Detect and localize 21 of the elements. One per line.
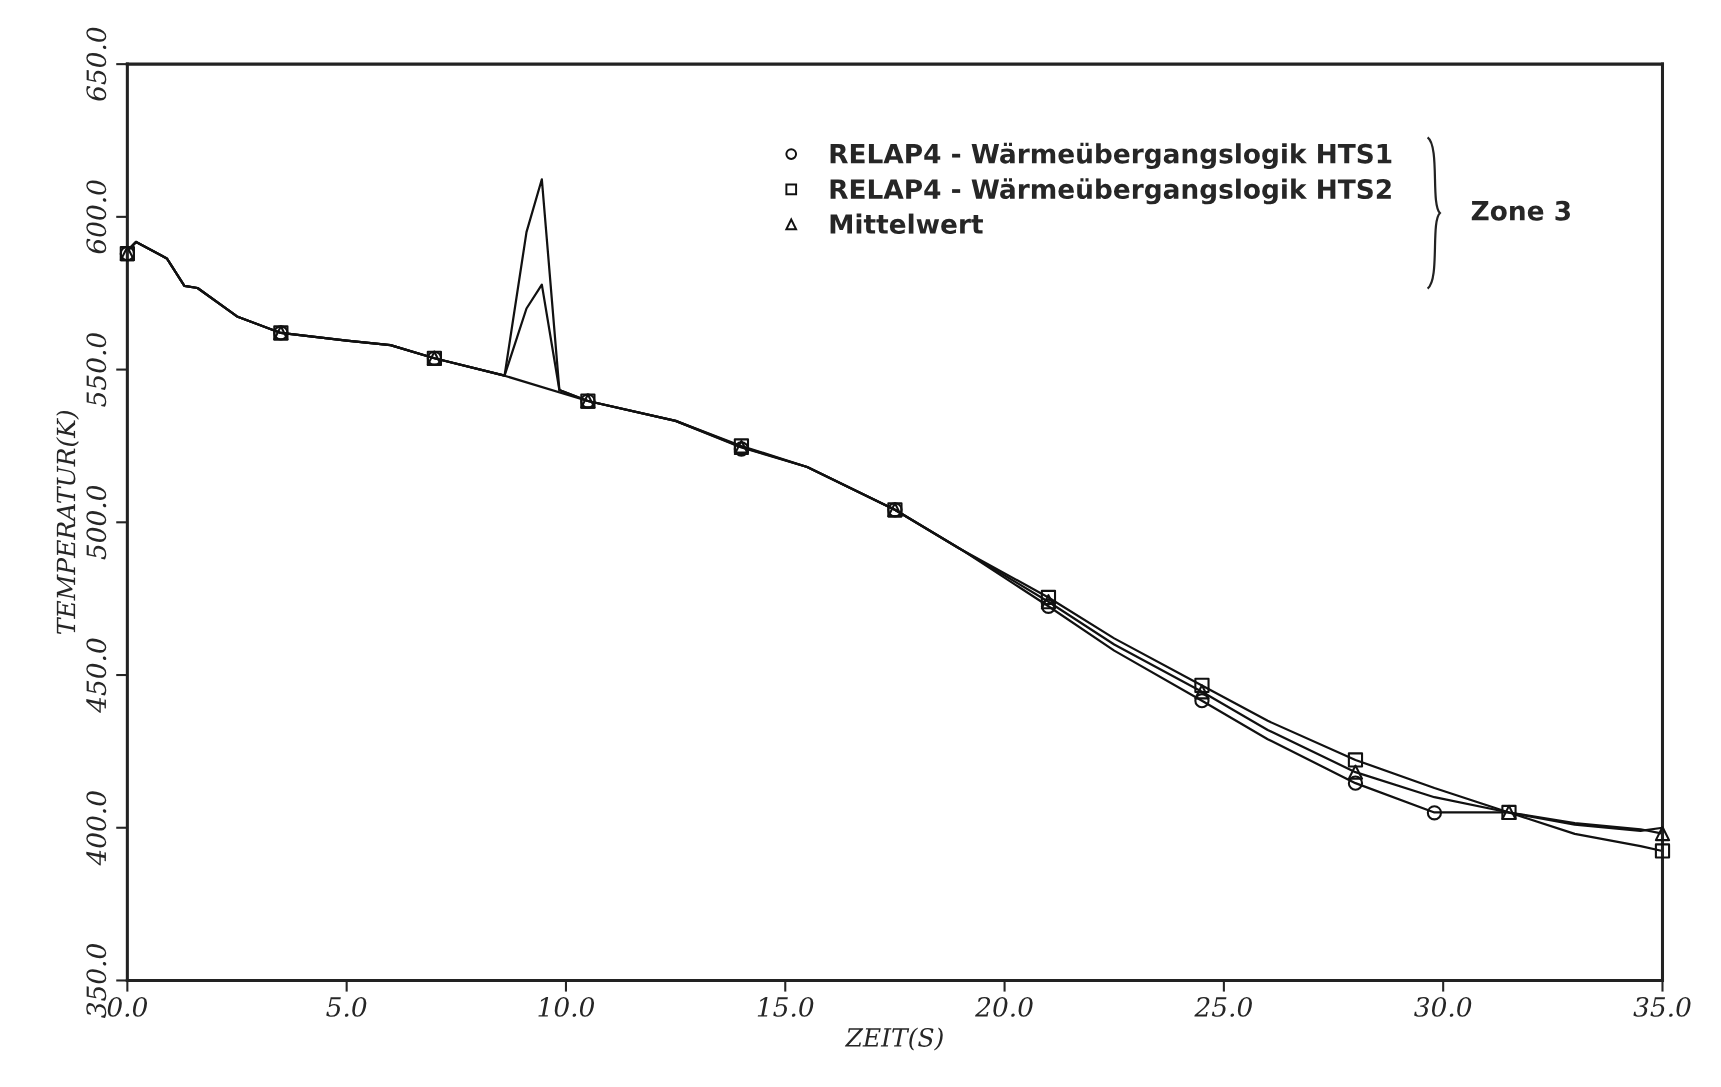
x-tick-label: 35.0	[1633, 996, 1691, 1017]
y-tick-label: 350.0	[86, 944, 107, 1018]
y-tick-label: 400.0	[86, 791, 107, 866]
x-tick-label: 20.0	[975, 996, 1033, 1017]
y-axis-title: TEMPERATUR(K)	[56, 410, 79, 635]
x-tick-label: 25.0	[1194, 996, 1252, 1017]
x-tick-label: 30.0	[1414, 996, 1472, 1017]
x-tick-label: 0.0	[107, 996, 147, 1017]
legend-label: RELAP4 - Wärmeübergangslogik HTS1	[830, 142, 1392, 169]
x-tick-label: 10.0	[538, 996, 594, 1017]
y-tick-label: 600.0	[86, 180, 107, 254]
x-axis-title: ZEIT(S)	[844, 1027, 943, 1051]
x-tick-label: 5.0	[326, 996, 367, 1017]
y-tick-label: 450.0	[86, 638, 107, 713]
annotation: Zone 3	[1471, 200, 1570, 221]
y-tick-label: 550.0	[86, 333, 107, 407]
legend-label: Mittelwert	[830, 213, 983, 234]
y-tick-label: 500.0	[86, 485, 107, 560]
y-tick-label: 650.0	[86, 27, 107, 101]
legend-label: RELAP4 - Wärmeübergangslogik HTS2	[830, 178, 1391, 205]
x-tick-label: 15.0	[757, 996, 814, 1017]
